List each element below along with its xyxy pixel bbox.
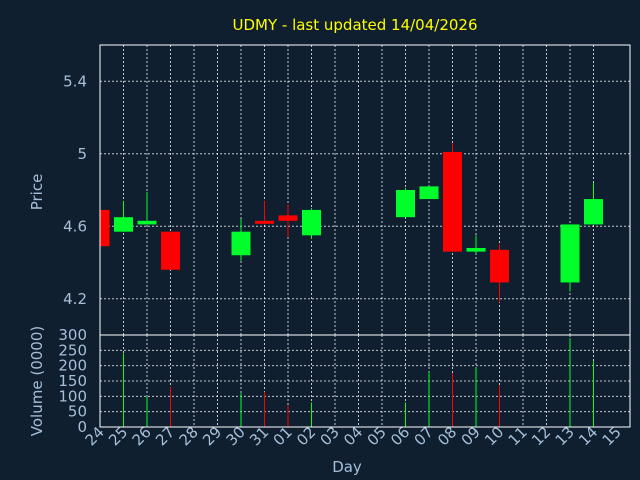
candle [490,244,509,303]
volume-tick-label: 50 [68,403,87,421]
candle [99,209,110,247]
candle-body [302,209,321,236]
candle-body [419,186,439,200]
candle-body [161,231,180,270]
candle-body [255,220,274,224]
candle [137,191,157,225]
price-tick-label: 4.6 [63,217,87,235]
candle-body [278,215,298,221]
price-candles [99,142,603,303]
volume-panel-frame [99,334,631,428]
volume-bars [123,338,594,427]
candle-body [443,151,462,252]
volume-tick-label: 250 [58,341,87,359]
price-panel-frame [99,44,631,336]
volume-axis-label: Volume (0000) [28,326,46,436]
candle-body [396,190,415,218]
tick-labels: 4.24.655.4050100150200250300242526272829… [58,72,624,449]
candle [231,219,251,261]
candle-body [560,224,580,283]
candle-body [466,248,486,252]
candle [443,142,462,252]
candle-body [137,220,157,225]
volume-gridlines [100,334,630,428]
candle [302,208,321,239]
candle [255,200,274,225]
candle [419,186,439,200]
candle-body [231,231,251,256]
volume-tick-label: 150 [58,372,87,390]
candle [278,204,298,238]
x-axis-label: Day [332,458,362,476]
candle [466,235,486,254]
candle [114,200,133,232]
price-axis-label: Price [28,174,46,211]
candle [584,182,603,225]
candle-body [114,217,133,232]
volume-tick-label: 100 [58,387,87,405]
price-tick-label: 5.4 [63,72,87,90]
price-tick-label: 4.2 [63,290,87,308]
candle-body [584,199,603,225]
candle [396,188,415,218]
chart-title: UDMY - last updated 14/04/2026 [232,16,477,34]
price-gridlines [100,45,630,335]
candle-body [490,249,509,283]
volume-tick-label: 300 [58,326,87,344]
volume-tick-label: 0 [77,418,87,436]
candle-body [100,209,110,247]
candle [161,231,180,270]
price-tick-label: 5 [77,145,87,163]
volume-tick-label: 200 [58,357,87,375]
candle [560,224,580,292]
